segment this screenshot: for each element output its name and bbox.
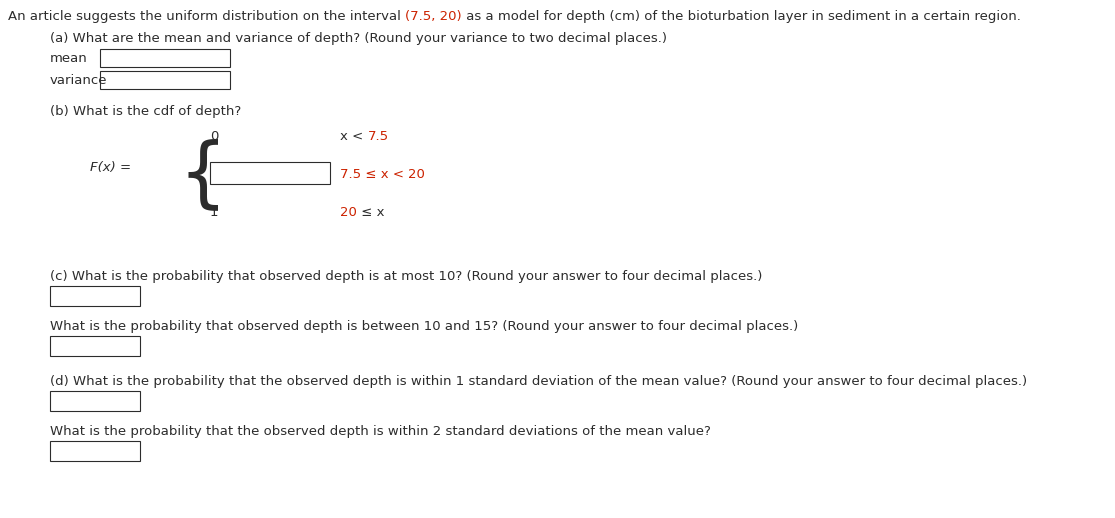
Text: variance: variance (50, 74, 107, 87)
Text: F(x) =: F(x) = (90, 161, 132, 174)
Text: (c) What is the probability that observed depth is at most 10? (Round your answe: (c) What is the probability that observe… (50, 270, 763, 283)
Text: (b) What is the cdf of depth?: (b) What is the cdf of depth? (50, 105, 241, 118)
Text: What is the probability that the observed depth is within 2 standard deviations : What is the probability that the observe… (50, 425, 711, 438)
Text: {: { (178, 138, 226, 212)
Text: as a model for depth (cm) of the bioturbation layer in sediment in a certain reg: as a model for depth (cm) of the bioturb… (462, 10, 1020, 23)
Text: ≤ x: ≤ x (357, 206, 385, 219)
Text: (d) What is the probability that the observed depth is within 1 standard deviati: (d) What is the probability that the obs… (50, 375, 1027, 388)
Text: x <: x < (340, 130, 368, 143)
Text: 0: 0 (210, 131, 219, 143)
Text: mean: mean (50, 52, 88, 65)
Text: An article suggests the uniform distribution on the interval: An article suggests the uniform distribu… (8, 10, 405, 23)
Text: 20: 20 (340, 206, 357, 219)
Text: (a) What are the mean and variance of depth? (Round your variance to two decimal: (a) What are the mean and variance of de… (50, 32, 667, 45)
Text: (7.5, 20): (7.5, 20) (405, 10, 462, 23)
Text: 7.5: 7.5 (368, 130, 389, 143)
Text: 7.5 ≤ x <: 7.5 ≤ x < (340, 168, 408, 181)
Text: What is the probability that observed depth is between 10 and 15? (Round your an: What is the probability that observed de… (50, 320, 798, 333)
Text: 1: 1 (210, 207, 219, 220)
Text: 20: 20 (408, 168, 425, 181)
